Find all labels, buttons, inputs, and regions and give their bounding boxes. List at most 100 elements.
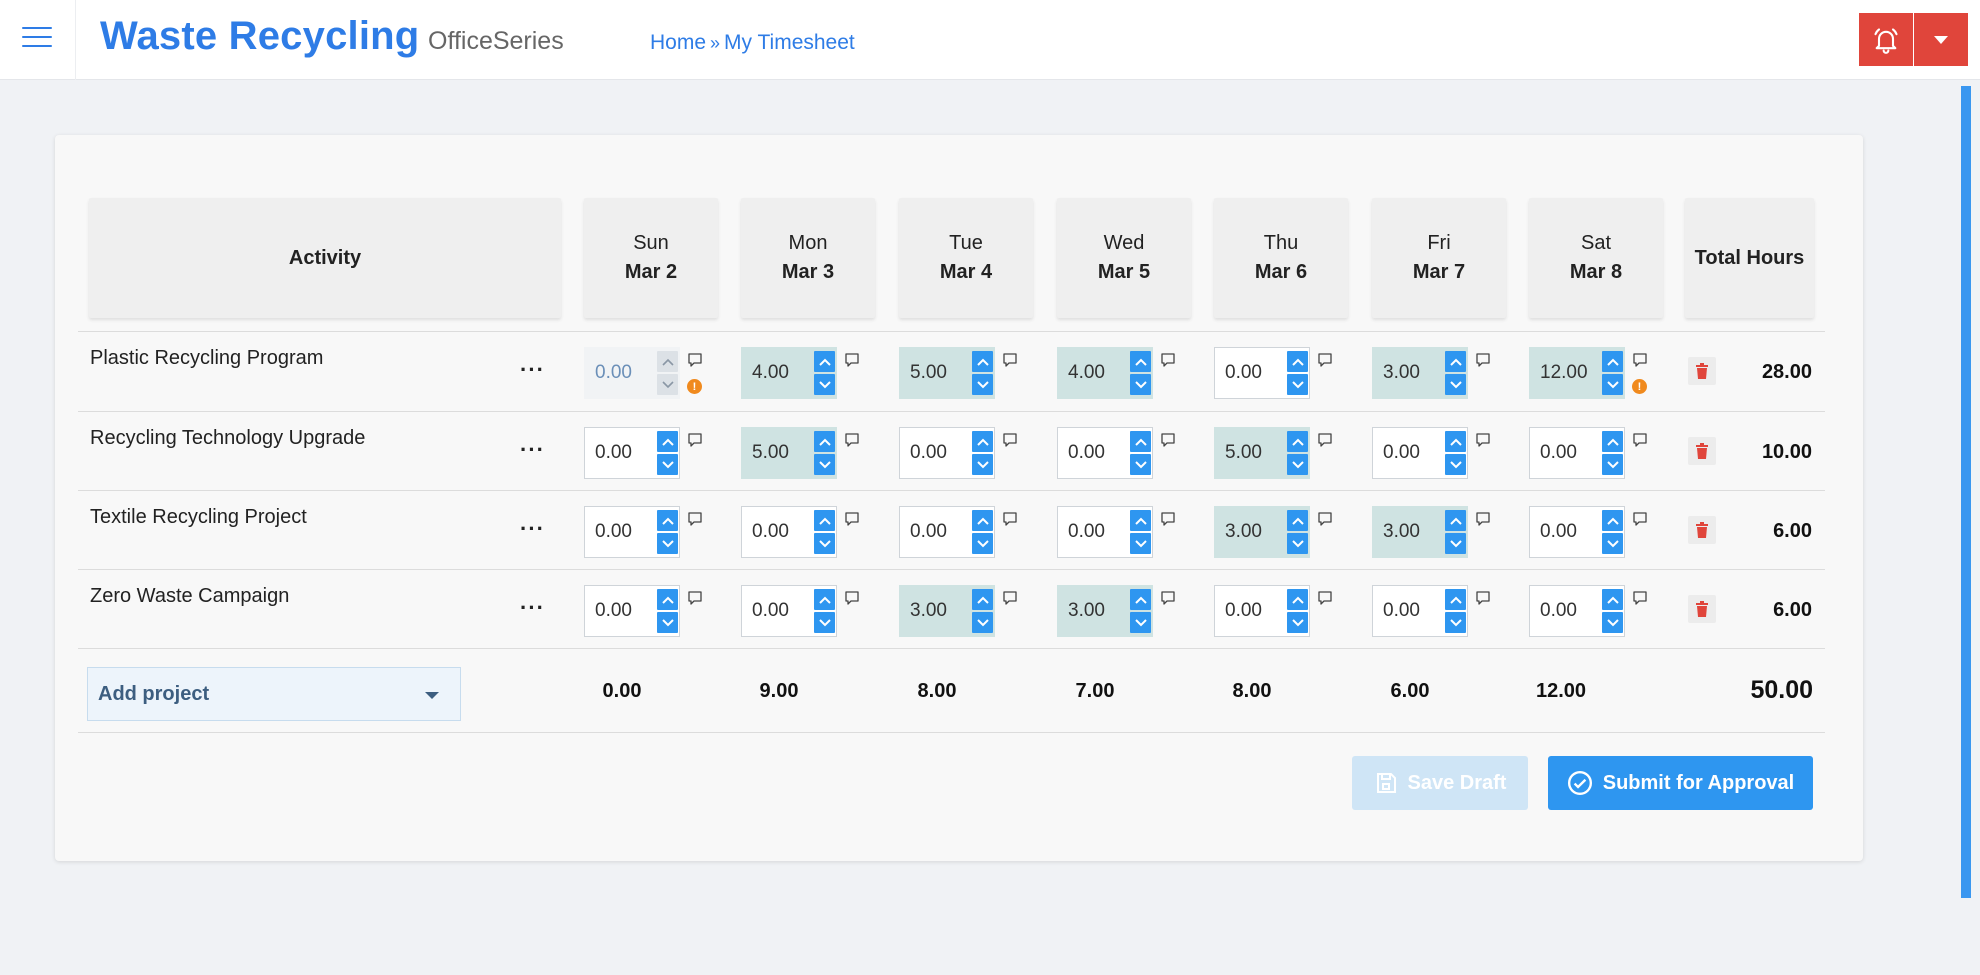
increment-arrow-icon[interactable] <box>814 589 835 610</box>
comment-icon[interactable] <box>1160 590 1176 606</box>
comment-icon[interactable] <box>1002 511 1018 527</box>
decrement-arrow-icon[interactable] <box>1445 454 1466 475</box>
hours-input[interactable]: 0.00 <box>1214 347 1310 399</box>
decrement-arrow-icon[interactable] <box>1130 374 1151 395</box>
decrement-arrow-icon[interactable] <box>1287 612 1308 633</box>
increment-arrow-icon[interactable] <box>972 510 993 531</box>
hours-input[interactable]: 0.00 <box>741 585 837 637</box>
delete-row-trash-icon[interactable] <box>1688 595 1716 623</box>
comment-icon[interactable] <box>1632 352 1648 368</box>
hours-input[interactable]: 3.00 <box>1372 506 1468 558</box>
hours-input[interactable]: 4.00 <box>1057 347 1153 399</box>
comment-icon[interactable] <box>1002 352 1018 368</box>
row-more-options-icon[interactable]: ··· <box>520 437 545 462</box>
increment-arrow-icon[interactable] <box>814 431 835 452</box>
increment-arrow-icon[interactable] <box>1445 589 1466 610</box>
decrement-arrow-icon[interactable] <box>1130 612 1151 633</box>
comment-icon[interactable] <box>1475 590 1491 606</box>
decrement-arrow-icon[interactable] <box>814 374 835 395</box>
decrement-arrow-icon[interactable] <box>1445 612 1466 633</box>
hours-input[interactable]: 3.00 <box>1214 506 1310 558</box>
page-scrollbar[interactable] <box>1961 86 1971 898</box>
comment-icon[interactable] <box>1160 432 1176 448</box>
hours-input[interactable]: 0.00 <box>1372 427 1468 479</box>
hours-input[interactable]: 5.00 <box>741 427 837 479</box>
comment-icon[interactable] <box>844 590 860 606</box>
increment-arrow-icon[interactable] <box>972 431 993 452</box>
increment-arrow-icon[interactable] <box>1287 351 1308 372</box>
comment-icon[interactable] <box>1160 511 1176 527</box>
save-draft-button[interactable]: Save Draft <box>1352 756 1528 810</box>
delete-row-trash-icon[interactable] <box>1688 437 1716 465</box>
row-more-options-icon[interactable]: ··· <box>520 516 545 541</box>
comment-icon[interactable] <box>1317 590 1333 606</box>
add-project-dropdown[interactable]: Add project <box>87 667 461 721</box>
submit-approval-button[interactable]: Submit for Approval <box>1548 756 1813 810</box>
increment-arrow-icon[interactable] <box>1602 589 1623 610</box>
decrement-arrow-icon[interactable] <box>972 612 993 633</box>
hours-input[interactable]: 5.00 <box>899 347 995 399</box>
hours-input[interactable]: 0.00 <box>584 427 680 479</box>
row-more-options-icon[interactable]: ··· <box>520 595 545 620</box>
comment-icon[interactable] <box>1317 352 1333 368</box>
hours-input[interactable]: 4.00 <box>741 347 837 399</box>
hours-input[interactable]: 0.00 <box>899 427 995 479</box>
hours-input[interactable]: 3.00 <box>899 585 995 637</box>
decrement-arrow-icon[interactable] <box>814 454 835 475</box>
increment-arrow-icon[interactable] <box>972 589 993 610</box>
comment-icon[interactable] <box>844 511 860 527</box>
comment-icon[interactable] <box>1317 511 1333 527</box>
decrement-arrow-icon[interactable] <box>972 533 993 554</box>
decrement-arrow-icon[interactable] <box>1287 533 1308 554</box>
decrement-arrow-icon[interactable] <box>657 454 678 475</box>
decrement-arrow-icon[interactable] <box>972 374 993 395</box>
increment-arrow-icon[interactable] <box>657 431 678 452</box>
breadcrumb-home[interactable]: Home <box>650 31 707 54</box>
decrement-arrow-icon[interactable] <box>1602 533 1623 554</box>
comment-icon[interactable] <box>687 352 703 368</box>
hours-input[interactable]: 0.00 <box>741 506 837 558</box>
comment-icon[interactable] <box>844 432 860 448</box>
increment-arrow-icon[interactable] <box>1445 431 1466 452</box>
hours-input[interactable]: 0.00 <box>1529 506 1625 558</box>
menu-icon[interactable] <box>22 27 52 49</box>
decrement-arrow-icon[interactable] <box>1602 454 1623 475</box>
comment-icon[interactable] <box>1002 590 1018 606</box>
increment-arrow-icon[interactable] <box>1445 510 1466 531</box>
comment-icon[interactable] <box>1632 590 1648 606</box>
increment-arrow-icon[interactable] <box>1130 431 1151 452</box>
decrement-arrow-icon[interactable] <box>1445 374 1466 395</box>
hours-input[interactable]: 5.00 <box>1214 427 1310 479</box>
decrement-arrow-icon[interactable] <box>1130 454 1151 475</box>
comment-icon[interactable] <box>844 352 860 368</box>
decrement-arrow-icon[interactable] <box>1445 533 1466 554</box>
increment-arrow-icon[interactable] <box>1602 351 1623 372</box>
decrement-arrow-icon[interactable] <box>1602 612 1623 633</box>
app-brand[interactable]: Waste Recycling <box>100 14 420 58</box>
hours-input[interactable]: 3.00 <box>1372 347 1468 399</box>
user-menu-dropdown[interactable] <box>1914 13 1968 66</box>
info-warning-icon[interactable]: ! <box>1632 379 1647 394</box>
increment-arrow-icon[interactable] <box>1287 510 1308 531</box>
hours-input[interactable]: 0.00 <box>1057 506 1153 558</box>
comment-icon[interactable] <box>1632 432 1648 448</box>
decrement-arrow-icon[interactable] <box>814 533 835 554</box>
increment-arrow-icon[interactable] <box>1130 510 1151 531</box>
decrement-arrow-icon[interactable] <box>1287 374 1308 395</box>
increment-arrow-icon[interactable] <box>1445 351 1466 372</box>
delete-row-trash-icon[interactable] <box>1688 516 1716 544</box>
comment-icon[interactable] <box>1632 511 1648 527</box>
hours-input[interactable]: 0.00 <box>1214 585 1310 637</box>
comment-icon[interactable] <box>1475 432 1491 448</box>
comment-icon[interactable] <box>687 511 703 527</box>
increment-arrow-icon[interactable] <box>1287 589 1308 610</box>
increment-arrow-icon[interactable] <box>657 589 678 610</box>
comment-icon[interactable] <box>687 432 703 448</box>
decrement-arrow-icon[interactable] <box>972 454 993 475</box>
hours-input[interactable]: 0.00 <box>584 585 680 637</box>
comment-icon[interactable] <box>1317 432 1333 448</box>
increment-arrow-icon[interactable] <box>1602 510 1623 531</box>
increment-arrow-icon[interactable] <box>972 351 993 372</box>
increment-arrow-icon[interactable] <box>1602 431 1623 452</box>
hours-input[interactable]: 0.00 <box>1057 427 1153 479</box>
